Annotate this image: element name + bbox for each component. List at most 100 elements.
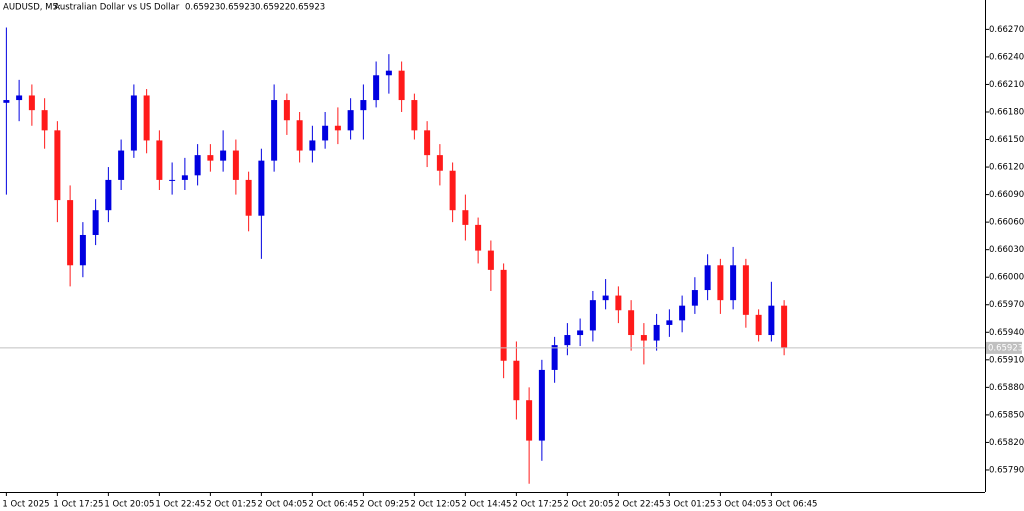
candle-body xyxy=(360,100,367,111)
candle-body xyxy=(105,179,112,211)
y-tick-label: 0.66000 xyxy=(989,273,1024,283)
candle-body xyxy=(28,95,35,111)
x-tick-label: 2 Oct 12:05 xyxy=(410,500,460,510)
candle-body xyxy=(564,335,571,346)
y-tick-label: 0.65790 xyxy=(989,465,1024,475)
candle-body xyxy=(424,130,431,156)
candle-body xyxy=(640,335,647,341)
candle-body xyxy=(143,95,150,141)
candle-body xyxy=(220,150,227,161)
candle-body xyxy=(181,175,188,180)
y-tick-label: 0.65910 xyxy=(989,355,1024,365)
x-tick-label: 3 Oct 01:25 xyxy=(665,500,715,510)
candle-body xyxy=(169,179,176,181)
description: Australian Dollar vs US Dollar xyxy=(54,3,180,13)
candle-body xyxy=(679,305,686,321)
x-tick-label: 1 Oct 22:45 xyxy=(155,500,205,510)
candle-body xyxy=(194,155,201,176)
candle-body xyxy=(245,179,252,216)
y-tick-label: 0.66090 xyxy=(989,190,1024,200)
y-tick-label: 0.66240 xyxy=(989,52,1024,62)
x-tick-label: 2 Oct 09:25 xyxy=(359,500,409,510)
candle-body xyxy=(347,110,354,131)
x-tick-label: 3 Oct 04:05 xyxy=(716,500,766,510)
candle-body xyxy=(398,70,405,101)
x-tick-label: 2 Oct 01:25 xyxy=(206,500,256,510)
y-tick-label: 0.65820 xyxy=(989,438,1024,448)
candle-body xyxy=(283,100,290,121)
header-value: 0.65923 xyxy=(290,3,325,13)
x-tick-label: 1 Oct 2025 xyxy=(2,500,49,510)
candle-body xyxy=(500,269,507,361)
x-tick-label: 2 Oct 20:05 xyxy=(563,500,613,510)
candle-body xyxy=(551,345,558,370)
candle-body xyxy=(92,210,99,235)
y-tick-label: 0.65940 xyxy=(989,328,1024,338)
candle-body xyxy=(513,360,520,401)
candle-body xyxy=(130,95,137,151)
candle-body xyxy=(768,305,775,336)
candle-body xyxy=(781,305,788,348)
candle-body xyxy=(41,110,48,131)
candle-body xyxy=(462,210,469,225)
y-tick-label: 0.65850 xyxy=(989,410,1024,420)
header-value: 0.65922 xyxy=(255,3,290,13)
candle-body xyxy=(373,75,380,101)
x-tick-label: 1 Oct 20:05 xyxy=(104,500,154,510)
x-tick-label: 2 Oct 14:45 xyxy=(461,500,511,510)
candle-body xyxy=(16,95,23,101)
candle-body xyxy=(475,224,482,251)
candle-body xyxy=(296,120,303,151)
symbol: AUDUSD, M5: xyxy=(3,3,61,13)
candle-body xyxy=(704,265,711,291)
candle-body xyxy=(334,125,341,131)
y-tick-label: 0.66030 xyxy=(989,245,1024,255)
candle-body xyxy=(79,234,86,266)
x-tick-label: 2 Oct 04:05 xyxy=(257,500,307,510)
candle-body xyxy=(666,320,673,325)
candle-body xyxy=(602,295,609,301)
candle-body xyxy=(436,155,443,171)
candle-body xyxy=(322,125,329,141)
header-value: 0.65923 xyxy=(220,3,255,13)
x-tick-label: 2 Oct 06:45 xyxy=(308,500,358,510)
candle-body xyxy=(118,150,125,180)
x-tick-label: 2 Oct 22:45 xyxy=(614,500,664,510)
candle-body xyxy=(3,100,10,103)
current-price-box xyxy=(986,341,1022,354)
candle-body xyxy=(449,170,456,211)
current-price-label: 0.65923 xyxy=(988,343,1023,353)
candle-body xyxy=(207,155,214,161)
y-tick-label: 0.66060 xyxy=(989,218,1024,228)
header: AUDUSD, M5: Australian Dollar vs US Doll… xyxy=(3,3,325,13)
candle-body xyxy=(730,265,737,301)
x-tick-label: 1 Oct 17:25 xyxy=(53,500,103,510)
y-tick-label: 0.66180 xyxy=(989,107,1024,117)
candle-body xyxy=(538,369,545,441)
candle-body xyxy=(589,300,596,331)
candle-body xyxy=(411,100,418,131)
candle-body xyxy=(156,140,163,180)
candle-body xyxy=(526,400,533,441)
candle-body xyxy=(742,265,749,315)
y-tick-label: 0.66270 xyxy=(989,25,1024,35)
candle-body xyxy=(653,324,660,341)
candle-body xyxy=(487,250,494,270)
candle-body xyxy=(258,160,265,216)
candle-body xyxy=(717,265,724,301)
y-tick-label: 0.66150 xyxy=(989,135,1024,145)
candle-body xyxy=(628,310,635,336)
x-tick-label: 3 Oct 06:45 xyxy=(767,500,817,510)
candle-body xyxy=(271,100,278,161)
candle-body xyxy=(615,295,622,311)
candle-body xyxy=(67,200,74,266)
candle-body xyxy=(54,130,61,201)
y-tick-label: 0.65970 xyxy=(989,300,1024,310)
candle-body xyxy=(385,70,392,76)
candle-body xyxy=(309,140,316,151)
candle-body xyxy=(232,150,239,180)
y-tick-label: 0.66210 xyxy=(989,80,1024,90)
header-value: 0.65923 xyxy=(185,3,220,13)
